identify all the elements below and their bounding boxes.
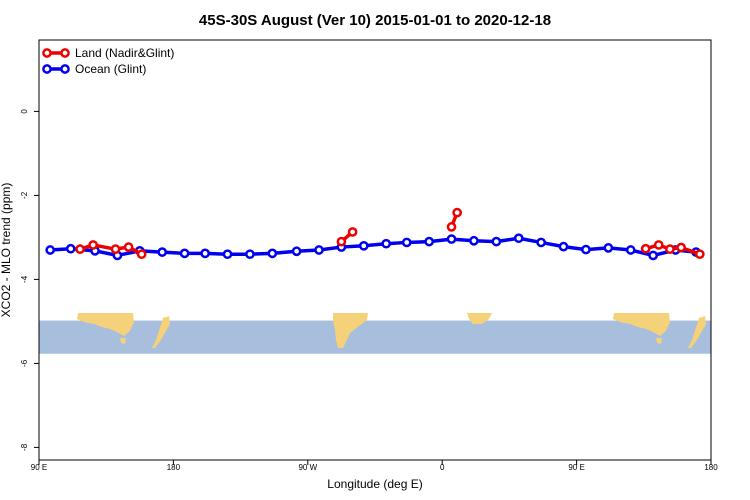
data-point: [291, 246, 302, 257]
legend-label: Ocean (Glint): [75, 62, 146, 76]
axes-layer: 90 E 180 90 W 0 90 E 180 0 -2 -4 -6 -8: [20, 109, 718, 472]
data-point: [179, 248, 190, 259]
plot-frame: [38, 39, 712, 461]
data-point: [314, 245, 324, 255]
data-point: [625, 245, 636, 255]
data-point: [446, 234, 457, 244]
data-point: [401, 237, 412, 248]
y-tick-label: 0: [20, 109, 29, 114]
data-point: [665, 244, 675, 255]
series-ocean-glint-: [45, 233, 701, 261]
series-line: [50, 236, 697, 258]
x-tick-label: 90 W: [298, 463, 317, 472]
data-point: [381, 238, 392, 249]
australia-land-right: [613, 313, 670, 336]
data-point: [581, 244, 591, 255]
legend: Land (Nadir&Glint) Ocean (Glint): [42, 46, 174, 76]
data-point: [267, 248, 278, 259]
data-point: [136, 249, 147, 260]
tasmania-land-right: [656, 338, 662, 344]
data-point: [358, 240, 369, 251]
data-point: [65, 243, 76, 254]
data-point: [336, 236, 347, 247]
legend-marker: [60, 48, 70, 58]
australia-land-left: [77, 313, 134, 336]
data-point: [45, 245, 56, 255]
data-point: [603, 243, 614, 253]
y-tick-label: -8: [20, 443, 29, 451]
south-america-land: [333, 313, 368, 348]
data-point: [648, 250, 658, 261]
x-tick-label: 180: [167, 463, 181, 472]
new-zealand-land-left: [152, 316, 170, 348]
data-point: [123, 242, 134, 252]
x-tick-label: 0: [440, 463, 445, 472]
data-point: [347, 227, 358, 237]
data-point: [694, 249, 705, 260]
data-point: [536, 237, 546, 248]
data-point: [110, 244, 121, 255]
data-point: [653, 240, 664, 250]
data-point: [424, 236, 434, 247]
data-point: [88, 240, 98, 250]
legend-marker: [42, 64, 52, 74]
new-zealand-land-right: [688, 316, 706, 348]
x-tick-label: 90 E: [31, 463, 47, 472]
data-point: [558, 241, 569, 252]
data-point: [157, 247, 168, 257]
data-point: [513, 233, 524, 244]
y-axis-label: XCO2 - MLO trend (ppm): [0, 183, 13, 318]
data-point: [446, 222, 457, 232]
ocean-band: [39, 320, 711, 354]
y-tick-label: -6: [20, 359, 29, 367]
data-point: [222, 249, 233, 260]
legend-marker: [60, 64, 70, 74]
x-axis-label: Longitude (deg E): [327, 477, 422, 491]
legend-marker: [42, 48, 52, 58]
series-land-nadir-glint-: [75, 207, 705, 260]
legend-label: Land (Nadir&Glint): [75, 46, 174, 60]
data-point: [245, 249, 255, 260]
y-tick-label: -2: [20, 191, 29, 199]
world-map-strip: [39, 313, 711, 354]
series-layer: [45, 207, 705, 261]
y-tick-label: -4: [20, 275, 29, 283]
data-point: [200, 248, 210, 259]
data-point: [640, 243, 651, 254]
data-point: [75, 244, 85, 255]
data-point: [452, 207, 462, 218]
data-point: [491, 236, 502, 247]
chart-title: 45S-30S August (Ver 10) 2015-01-01 to 20…: [199, 12, 551, 29]
africa-land: [467, 313, 492, 324]
data-point: [469, 235, 479, 246]
x-tick-label: 90 E: [568, 463, 584, 472]
data-point: [676, 242, 686, 253]
tasmania-land-left: [120, 338, 126, 344]
x-tick-label: 180: [704, 463, 718, 472]
